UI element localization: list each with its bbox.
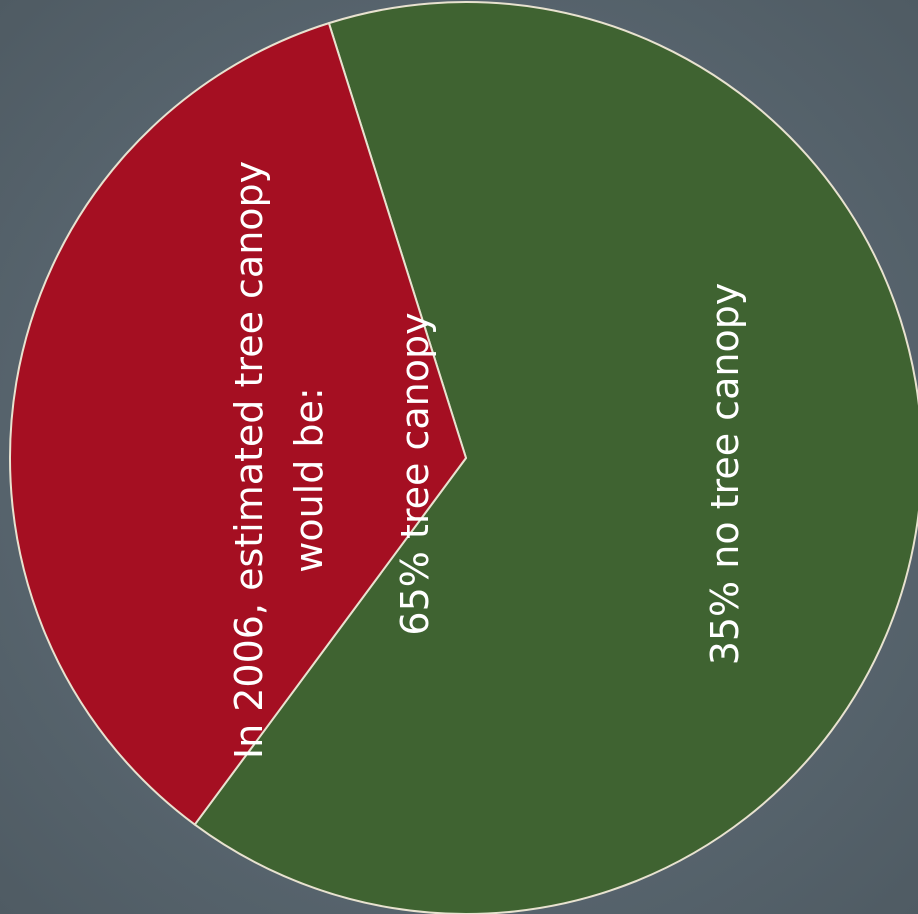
annotation-line-2: would be: (287, 387, 331, 572)
annotation-line-1: In 2006, estimated tree canopy (227, 161, 271, 759)
pie-slices (9, 1, 918, 914)
pie-slice-no-tree-canopy (9, 22, 467, 826)
slice-label-no-tree-canopy: 35% no tree canopy (703, 283, 747, 666)
slice-label-tree-canopy: 65% tree canopy (393, 312, 437, 635)
pie-labels: In 2006, estimated tree canopy would be:… (227, 161, 747, 759)
